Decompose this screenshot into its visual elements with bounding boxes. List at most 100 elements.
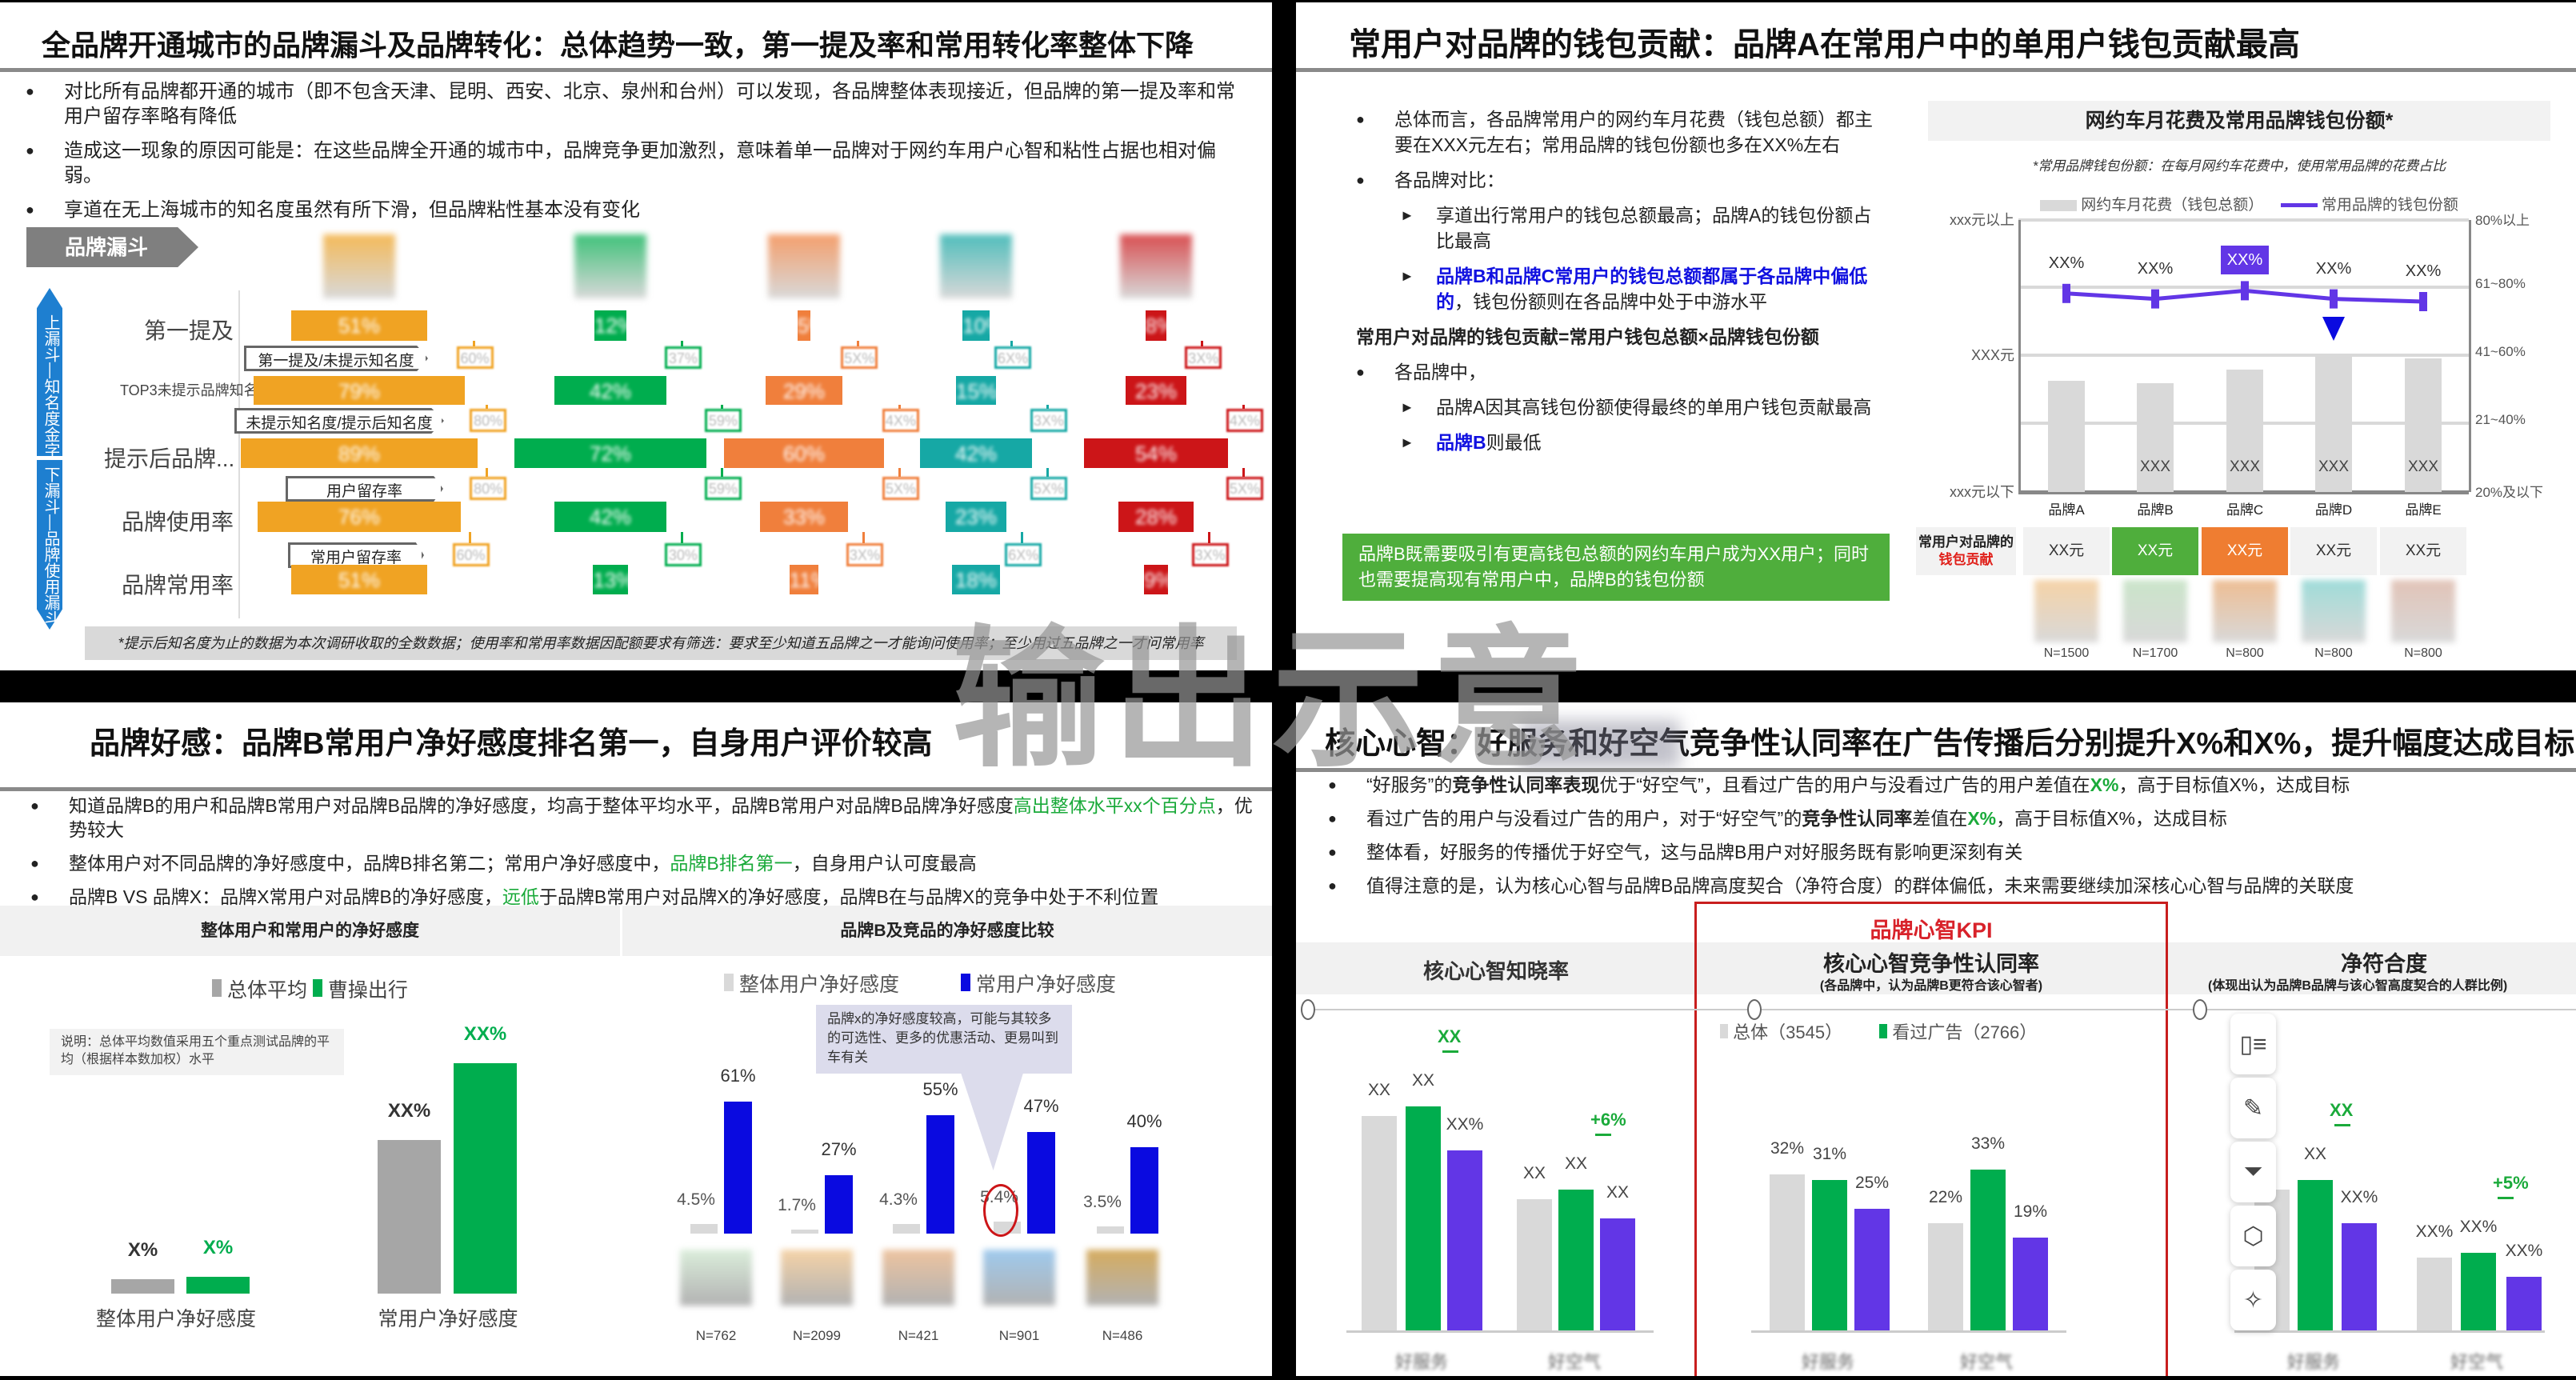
conversion-rate: 60%	[456, 346, 494, 369]
wallet-cell: XX元	[2290, 527, 2377, 575]
bar-value: 42%	[954, 442, 998, 466]
bullet-item: 总体而言，各品牌常用户的网约车月花费（钱包总额）都主要在XXX元左右；常用品牌的…	[1356, 106, 1876, 158]
legend-brand: 曹操出行	[327, 979, 408, 1002]
funnel-tag: 品牌漏斗	[26, 227, 198, 267]
text-segment: “好服务”的	[1366, 774, 1453, 795]
legend-spend: 网约车月花费（钱包总额）	[2081, 197, 2264, 214]
funnel-bar: 23%	[945, 502, 1007, 532]
funnel-bar: 15%	[956, 376, 998, 405]
brand-logo	[768, 234, 840, 298]
note-box: 说明：总体平均数值采用五个重点测试品牌的平均（根据样本数加权）水平	[50, 1029, 344, 1075]
stage-label: 品牌常用率	[121, 573, 234, 598]
funnel-bar: 89%	[240, 438, 478, 468]
connector-line	[1046, 405, 1049, 409]
divider	[0, 787, 1272, 791]
wallet-cell: XX元	[2202, 527, 2288, 575]
text-segment: 竞争性认同率	[1802, 808, 1913, 829]
callout-pointer	[960, 1070, 1024, 1170]
axis-divider	[238, 290, 240, 618]
share-label: XX%	[2221, 246, 2269, 275]
slide-title: 常用户对品牌的钱包贡献：品牌A在常用户中的单用户钱包贡献最高	[1349, 27, 2300, 62]
mind-bar	[2417, 1257, 2452, 1330]
bar-value: 72%	[589, 442, 631, 466]
conversion-rate: 30%	[664, 543, 702, 566]
delta-label: +5%	[2493, 1172, 2529, 1193]
sample-size: N=800	[2226, 646, 2264, 660]
text-segment: 知道品牌B的用户和品牌B常用户对品牌B品牌的净好感度，均高于整体平均水平，品牌B…	[69, 795, 1014, 816]
x-tick-label: 品牌D	[2314, 502, 2353, 518]
sample-size: N=800	[2314, 646, 2353, 660]
mind-bar-label: 22%	[1928, 1188, 1963, 1207]
gridline	[2018, 354, 2469, 357]
chart-layout-icon[interactable]: ▯≡	[2230, 1014, 2276, 1074]
text-segment: 整体用户对不同品牌的净好感度中，品牌B排名第二；常用户净好感度中，	[69, 853, 670, 874]
text-segment: 各品牌中，	[1394, 362, 1486, 382]
right-header: 品牌B及竞品的净好感度比较	[622, 906, 1272, 956]
text-segment: ，高于目标值X%，达成目标	[2118, 774, 2350, 795]
text-segment: 品牌B VS 品牌X：品牌X常用户对品牌B的净好感度，	[69, 886, 502, 907]
x-axis	[1346, 1330, 1654, 1333]
favor-bar	[378, 1140, 441, 1294]
brush-icon[interactable]: ✎	[2230, 1078, 2276, 1138]
funnel-bar: 79%	[254, 376, 465, 405]
frequent-bar	[724, 1102, 752, 1234]
frequent-bar	[825, 1175, 853, 1234]
slide-title: 全品牌开通城市的品牌漏斗及品牌转化：总体趋势一致，第一提及率和常用转化率整体下降	[42, 29, 1194, 62]
text-segment: ，自身用户认可度最高	[792, 853, 977, 874]
selection-line	[1309, 1009, 2576, 1010]
sample-size: N=901	[998, 1328, 1040, 1343]
resize-handle[interactable]	[2193, 999, 2207, 1020]
text-segment: 品牌B和品牌C常用户的钱包总额都属于各品牌中偏低的	[1436, 266, 1868, 312]
x-tick-label: 品牌A	[2048, 502, 2085, 518]
conversion-rate: 80%	[470, 477, 507, 500]
mind-bar	[2342, 1223, 2377, 1330]
bar-value: 12%	[594, 314, 637, 338]
conversion-tag: 用户留存率	[286, 476, 443, 502]
legend-swatch-spend	[2040, 199, 2077, 211]
resize-handle[interactable]	[1747, 999, 1762, 1020]
kpi-label: 品牌心智KPI	[1870, 918, 1993, 942]
magic-icon[interactable]: ✧	[2230, 1270, 2276, 1330]
overall-label: 3.5%	[1083, 1192, 1122, 1211]
sample-size: N=1500	[2043, 646, 2090, 660]
spend-bar	[2226, 370, 2263, 492]
filter-icon[interactable]: ⏷	[2230, 1142, 2276, 1202]
conversion-rate: 5X%	[1030, 477, 1067, 500]
favor-bar-label: X%	[127, 1239, 158, 1261]
overall-bar	[791, 1230, 818, 1234]
funnel-bar: 12%	[594, 310, 637, 341]
legend-swatch	[212, 979, 222, 997]
mind-bar-label: XX%	[1446, 1115, 1484, 1134]
funnel-bar: 60%	[724, 438, 884, 468]
label-highlight: 钱包贡献	[1938, 552, 1994, 567]
resize-handle[interactable]	[1301, 999, 1315, 1020]
mind-legend: 总体（3545） 看过广告（2766）	[1720, 1018, 2037, 1044]
connector-line	[862, 532, 865, 543]
mind-bar	[1812, 1179, 1847, 1330]
bullet-item: 常用户对品牌的钱包贡献=常用户钱包总额×品牌钱包份额	[1356, 324, 1876, 350]
bullet-list: 总体而言，各品牌常用户的网约车月花费（钱包总额）都主要在XXX元左右；常用品牌的…	[1356, 106, 1876, 465]
overall-label: 1.7%	[778, 1196, 816, 1215]
text-segment: 值得注意的是，认为核心心智与品牌B品牌高度契合（净符合度）的群体偏低，未来需要继…	[1366, 875, 2354, 896]
bar-value: 28%	[1134, 505, 1178, 529]
mind-bar-label: XX	[1564, 1154, 1587, 1173]
bullet-item: 对比所有品牌都开通的城市（即不包含天津、昆明、西安、北京、泉州和台州）可以发现，…	[26, 79, 1250, 129]
conversion-rate: 3X%	[846, 543, 883, 566]
brand-logo	[680, 1250, 752, 1306]
bullet-item: 各品牌中，	[1356, 359, 1876, 385]
settings-icon[interactable]: ⬡	[2230, 1206, 2276, 1266]
overall-label: 4.5%	[677, 1190, 715, 1209]
connector-line	[857, 341, 860, 346]
right-tick-label: 41~60%	[2475, 344, 2526, 359]
text-segment: 则最低	[1486, 432, 1542, 453]
mind-bar	[2298, 1179, 2333, 1330]
legend-swatch	[1720, 1024, 1728, 1038]
connector-line	[1046, 468, 1049, 477]
overall-bar	[893, 1224, 920, 1234]
mind-bar	[1558, 1189, 1594, 1330]
text-segment: 远低	[502, 886, 539, 907]
conversion-rate: 80%	[470, 409, 507, 432]
text-segment: 品牌B	[1436, 432, 1486, 453]
brand-logo	[2213, 580, 2277, 642]
text-segment: 于品牌B常用户对品牌X的净好感度，品牌B在与品牌X的竞争中处于不利位置	[538, 886, 1159, 907]
